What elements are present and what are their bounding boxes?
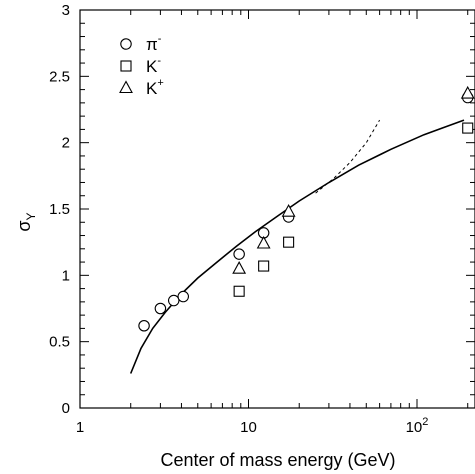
data-point-circle bbox=[233, 248, 245, 260]
legend-label-text: π bbox=[146, 35, 158, 54]
legend-label-text: K bbox=[146, 79, 158, 98]
legend-label: π- bbox=[146, 33, 162, 54]
data-point-triangle bbox=[281, 204, 296, 217]
y-tick-label: 1 bbox=[62, 267, 70, 284]
fit-curve bbox=[129, 119, 465, 374]
legend-marker-triangle bbox=[119, 80, 133, 94]
data-points bbox=[138, 85, 475, 332]
legend-label: K+ bbox=[146, 77, 164, 98]
legend: π-K-K+ bbox=[119, 33, 164, 98]
plot-frame bbox=[79, 9, 475, 409]
x-tick-label: 10 bbox=[240, 419, 257, 436]
y-tick-label: 3 bbox=[62, 2, 70, 19]
data-point-triangle bbox=[256, 235, 271, 249]
y-axis-title: σY bbox=[14, 212, 38, 231]
y-axis-title-sub: Y bbox=[24, 212, 38, 220]
y-axis-title-main: σ bbox=[14, 220, 34, 231]
y-tick-label: 2.5 bbox=[49, 68, 70, 85]
data-point-triangle bbox=[232, 261, 247, 274]
x-tick-label: 1 bbox=[76, 419, 84, 436]
y-axis-ticks: 0 0.5 1 1.5 2 2.5 3 bbox=[49, 2, 475, 417]
data-point-square bbox=[283, 236, 295, 248]
fit-curves bbox=[129, 119, 465, 374]
x-axis-ticks: 1 10 102 bbox=[76, 10, 469, 436]
x-tick-label-text: 10 bbox=[240, 419, 257, 436]
data-point-circle bbox=[154, 302, 167, 315]
data-point-square bbox=[462, 122, 474, 134]
y-tick-label: 0 bbox=[62, 400, 70, 417]
legend-label-sup: + bbox=[157, 77, 163, 89]
data-point-square bbox=[258, 260, 270, 272]
svg-text:σY: σY bbox=[14, 212, 38, 231]
data-point-circle bbox=[167, 294, 180, 307]
x-tick-label-text: 10 bbox=[406, 419, 423, 436]
data-point-square bbox=[233, 285, 245, 297]
y-tick-label: 1.5 bbox=[49, 201, 70, 218]
x-tick-label-sup: 2 bbox=[422, 416, 428, 428]
x-axis-title: Center of mass energy (GeV) bbox=[160, 450, 395, 470]
legend-marker-square bbox=[120, 60, 132, 72]
legend-marker-circle bbox=[120, 38, 132, 50]
y-tick-label: 2 bbox=[62, 135, 70, 152]
legend-label-sup: - bbox=[157, 55, 161, 67]
dashed-extrapolation-curve bbox=[315, 119, 381, 194]
legend-label-sup: - bbox=[158, 33, 162, 45]
data-point-circle bbox=[138, 319, 150, 332]
y-tick-label: 0.5 bbox=[49, 334, 70, 351]
x-tick-label: 102 bbox=[406, 416, 429, 436]
data-point-circle bbox=[177, 290, 190, 303]
data-point-triangle bbox=[460, 85, 475, 99]
legend-label: K- bbox=[146, 55, 161, 76]
x-tick-label-text: 1 bbox=[76, 419, 84, 436]
legend-label-text: K bbox=[146, 57, 158, 76]
